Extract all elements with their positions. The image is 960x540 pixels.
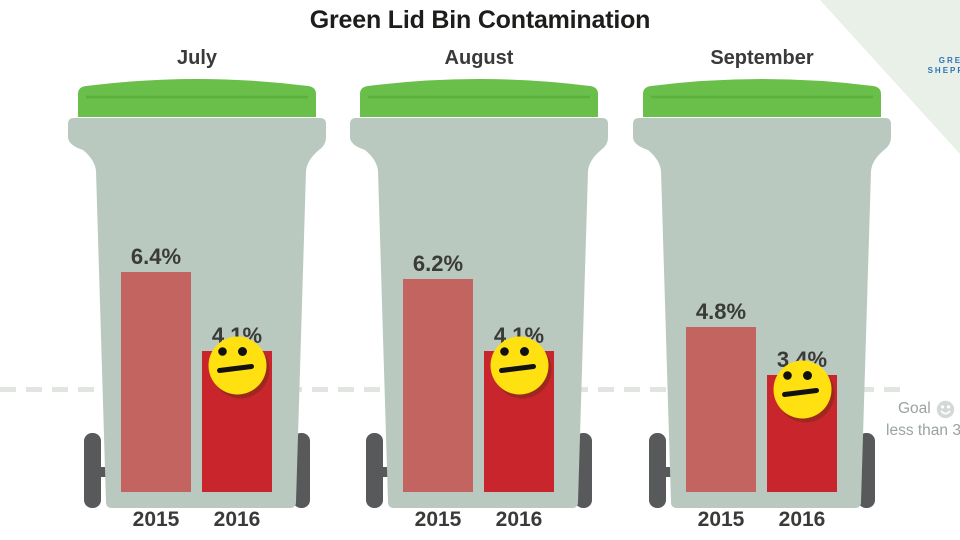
month-label: July — [176, 47, 218, 69]
year-label-2016: 2016 — [213, 508, 261, 531]
value-label-2015: 6.4% — [130, 244, 182, 269]
bar-2015 — [121, 272, 191, 492]
chart-title: Green Lid Bin Contamination — [309, 6, 651, 34]
left-axle — [100, 467, 108, 477]
bar-2015 — [686, 327, 756, 492]
wheelie-bin-graphic — [350, 79, 608, 508]
bin-body — [68, 118, 326, 508]
bin-group-july: July 6.4% 4.1% 2015 2016 — [66, 45, 328, 540]
year-label-2015: 2015 — [132, 508, 180, 531]
year-label-2016: 2016 — [495, 508, 543, 531]
month-label: August — [444, 47, 514, 69]
year-label-2015: 2015 — [414, 508, 462, 531]
year-label-2016: 2016 — [778, 508, 826, 531]
value-label-2015: 6.2% — [412, 251, 464, 276]
left-wheel — [84, 433, 101, 508]
bin-group-august: August 6.2% 4.1% 2015 2016 — [348, 45, 610, 540]
neutral-face-icon — [773, 360, 832, 419]
logo-line-1: Greater — [938, 56, 960, 65]
bar-2015 — [403, 279, 473, 492]
value-label-2015: 4.8% — [695, 299, 747, 324]
left-axle — [665, 467, 673, 477]
bin-group-september: September 4.8% 3.4% 2015 2016 — [631, 45, 893, 540]
goal-label: Goal — [898, 400, 931, 417]
wheelie-bin-graphic — [68, 79, 326, 508]
month-label: September — [710, 47, 814, 69]
logo-line-2: Shepparton — [927, 66, 960, 76]
neutral-face-icon — [208, 336, 267, 395]
left-wheel — [366, 433, 383, 508]
neutral-face-icon — [490, 336, 549, 395]
year-label-2015: 2015 — [697, 508, 745, 531]
council-logo: Greater Shepparton — [900, 56, 960, 77]
bin-body — [350, 118, 608, 508]
wheelie-bin-graphic — [633, 79, 891, 508]
goal-note: Goal less than 3% — [886, 398, 960, 443]
smiling-face-icon — [936, 400, 954, 418]
left-wheel — [649, 433, 666, 508]
left-axle — [382, 467, 390, 477]
goal-detail: less than 3% — [886, 422, 960, 440]
